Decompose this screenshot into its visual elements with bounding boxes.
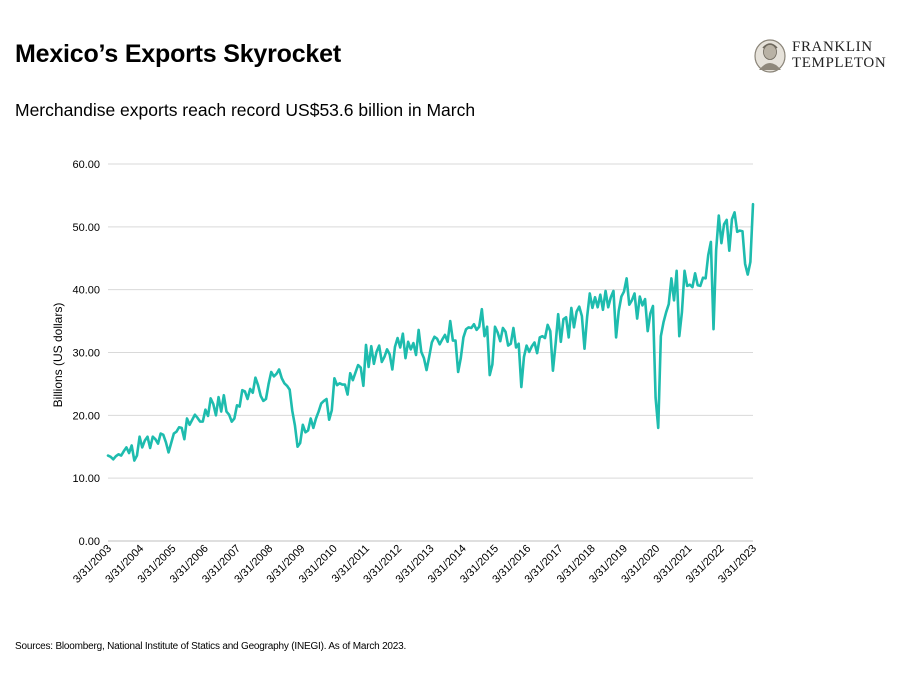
y-tick-label: 30.00: [72, 348, 100, 360]
y-axis-label: Billions (US dollars): [51, 303, 65, 408]
y-tick-label: 50.00: [72, 222, 100, 234]
series-line-merchandise-exports: [106, 202, 755, 462]
x-axis-tick-labels: 3/31/20033/31/20043/31/20053/31/20063/31…: [71, 543, 759, 586]
y-axis-tick-labels: 0.00 10.00 20.00 30.00 40.00 50.00 60.00: [72, 159, 100, 548]
y-tick-label: 0.00: [79, 536, 100, 548]
logo-line-2: TEMPLETON: [792, 55, 887, 71]
y-tick-label: 10.00: [72, 473, 100, 485]
franklin-templeton-logo: FRANKLIN TEMPLETON: [752, 38, 902, 74]
page-title: Mexico’s Exports Skyrocket: [15, 40, 341, 68]
y-tick-label: 40.00: [72, 285, 100, 297]
source-note: Sources: Bloomberg, National Institute o…: [15, 641, 407, 652]
line-chart: 0.00 10.00 20.00 30.00 40.00 50.00 60.00 3/31/…: [51, 159, 759, 586]
y-tick-label: 60.00: [72, 159, 100, 171]
franklin-portrait-icon: [754, 39, 786, 73]
logo-line-1: FRANKLIN: [792, 39, 873, 55]
y-tick-label: 20.00: [72, 410, 100, 422]
page-subtitle: Merchandise exports reach record US$53.6…: [15, 100, 476, 120]
logo-wordmark: FRANKLIN TEMPLETON: [792, 39, 886, 71]
